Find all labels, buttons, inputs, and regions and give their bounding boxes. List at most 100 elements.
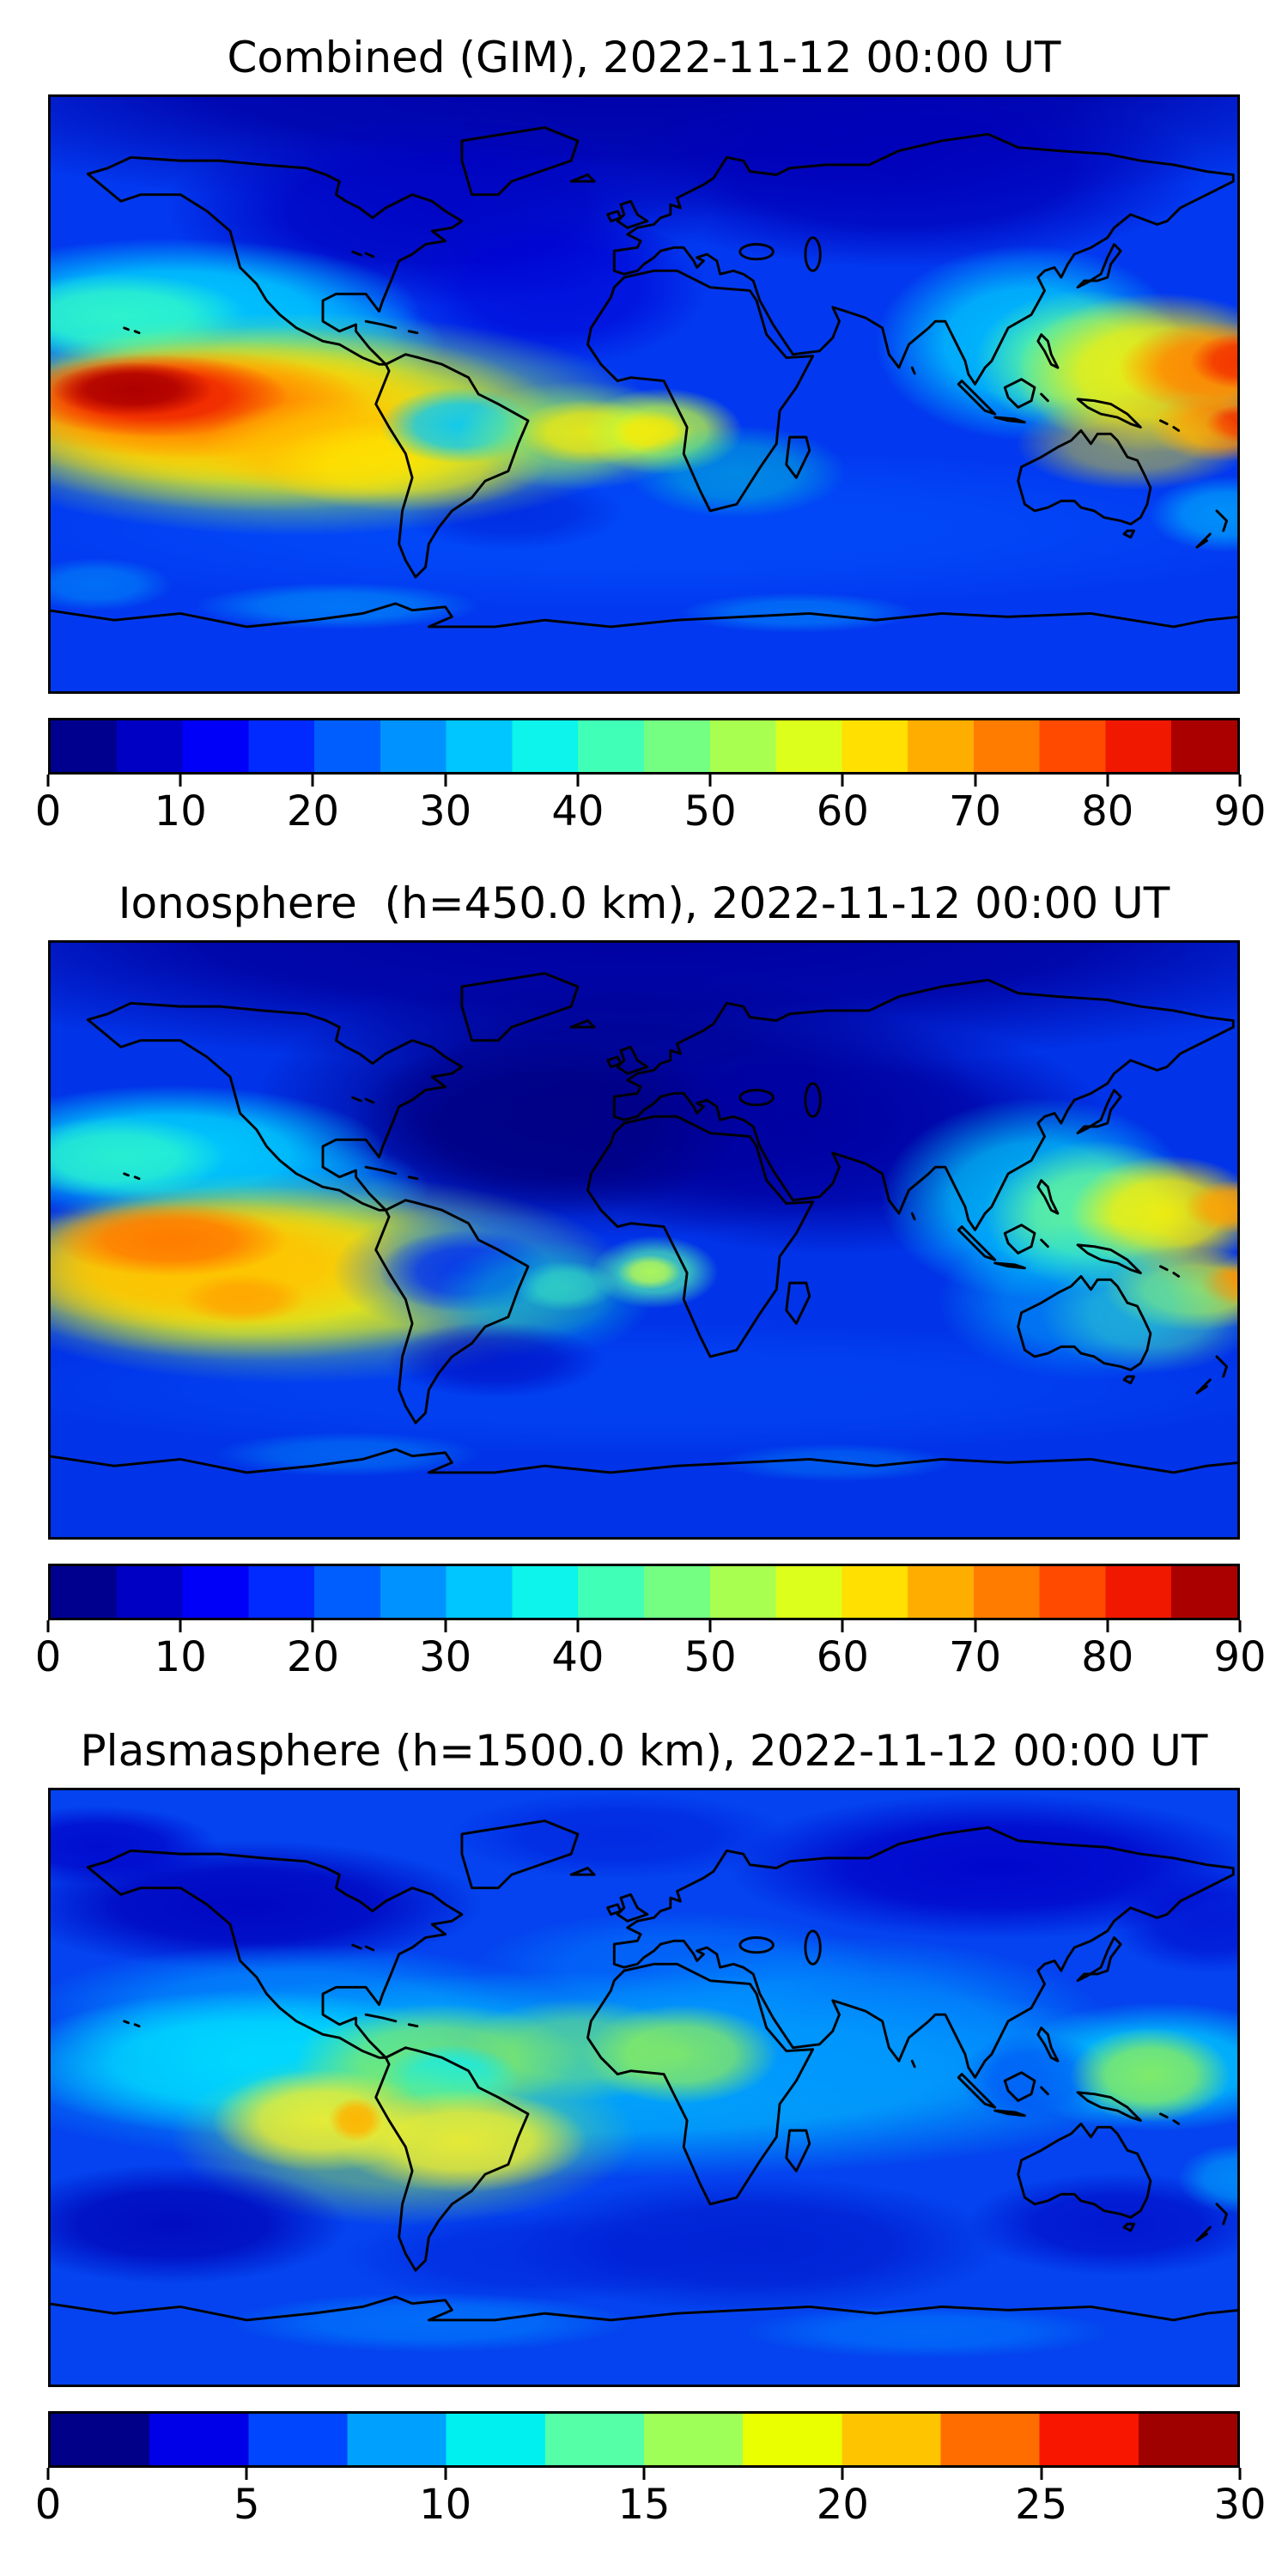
colorbar-tick-label: 20 bbox=[816, 2481, 869, 2529]
colorbar-tick bbox=[311, 1620, 314, 1632]
field-blob bbox=[336, 2089, 588, 2193]
colorbar-strip bbox=[48, 2411, 1240, 2468]
field-blob bbox=[584, 2004, 779, 2105]
colorbar-tick bbox=[444, 1620, 447, 1632]
colorbar-tick bbox=[841, 2468, 844, 2480]
colorbar-tick-label: 10 bbox=[154, 787, 207, 835]
field-blob bbox=[386, 1321, 605, 1399]
colorbar-tick bbox=[1238, 2468, 1242, 2480]
colorbar-tick-label: 15 bbox=[617, 2481, 671, 2529]
field-blob bbox=[179, 1273, 306, 1324]
field-blob bbox=[726, 1793, 1240, 1940]
map-combined-gim bbox=[48, 94, 1240, 694]
field-blob bbox=[627, 425, 847, 519]
colorbar-tick-label: 20 bbox=[286, 1633, 339, 1681]
colorbar-tick-label: 25 bbox=[1015, 2481, 1068, 2529]
field-blob bbox=[966, 2172, 1240, 2275]
colorbar-tick bbox=[179, 1620, 182, 1632]
colorbar-tick bbox=[46, 1620, 50, 1632]
field-blob bbox=[1177, 2143, 1240, 2214]
field-blob bbox=[52, 1203, 289, 1277]
field-blob bbox=[195, 582, 481, 629]
colorbar-tick bbox=[1238, 1620, 1242, 1632]
colorbar-ticks bbox=[46, 1620, 1242, 1632]
field-blob bbox=[346, 2209, 714, 2305]
colorbar-tick-label: 60 bbox=[816, 787, 869, 835]
colorbar-tick bbox=[1106, 1620, 1109, 1632]
field-blob bbox=[48, 1321, 1240, 1457]
colorbar-tick bbox=[576, 1620, 580, 1632]
map-frame bbox=[48, 1788, 1240, 2387]
field-blob bbox=[1190, 332, 1240, 390]
colorbar-tick bbox=[974, 1620, 977, 1632]
colorbar-tick bbox=[46, 2468, 50, 2480]
colorbar-tick bbox=[841, 1620, 844, 1632]
panel-title: Ionosphere (h=450.0 km), 2022-11-12 00:0… bbox=[118, 878, 1170, 928]
colorbar-tick bbox=[576, 775, 580, 787]
colorbar-labels: 0 10 20 30 40 50 60 70 80 90 bbox=[35, 787, 1267, 838]
colorbar-labels: 0 5 10 15 20 25 30 bbox=[35, 2480, 1267, 2531]
field-blob bbox=[1148, 476, 1240, 553]
colorbar-tick-label: 0 bbox=[34, 2481, 62, 2529]
colorbar-tick bbox=[46, 775, 50, 787]
colorbar-tick bbox=[708, 1620, 712, 1632]
colorbar-tick-label: 60 bbox=[816, 1633, 869, 1681]
field-blob bbox=[513, 1261, 617, 1311]
colorbar-tick-label: 30 bbox=[419, 1633, 472, 1681]
field-blob bbox=[213, 1431, 483, 1477]
colorbar-labels: 0 10 20 30 40 50 60 70 80 90 bbox=[35, 1632, 1267, 1684]
map-frame bbox=[48, 940, 1240, 1540]
colorbar-tick-label: 80 bbox=[1081, 1633, 1134, 1681]
colorbar-tick bbox=[974, 775, 977, 787]
colorbar-ticks bbox=[46, 775, 1242, 787]
colorbar-tick bbox=[1238, 775, 1242, 787]
field-blob bbox=[48, 557, 173, 611]
colorbar-tick-label: 30 bbox=[419, 787, 472, 835]
panel-title: Plasmasphere (h=1500.0 km), 2022-11-12 0… bbox=[80, 1726, 1208, 1776]
colorbar-tick-label: 5 bbox=[234, 2481, 260, 2529]
colorbar-tick-label: 10 bbox=[419, 2481, 472, 2529]
colorbar-tick bbox=[1040, 2468, 1043, 2480]
field-blob bbox=[743, 2305, 1111, 2359]
colorbar-ticks bbox=[46, 2468, 1242, 2480]
field-blob bbox=[349, 1033, 739, 1219]
panel-title: Combined (GIM), 2022-11-12 00:00 UT bbox=[227, 33, 1061, 82]
panel-combined: Combined (GIM), 2022-11-12 00:00 UT 0 10 2… bbox=[35, 31, 1267, 842]
colorbar-tick bbox=[642, 2468, 646, 2480]
colorbar-tick-label: 90 bbox=[1213, 787, 1267, 835]
colorbar-tick-label: 0 bbox=[34, 1633, 62, 1681]
map-frame bbox=[48, 94, 1240, 694]
colorbar-tick bbox=[708, 775, 712, 787]
colorbar-tick bbox=[1106, 775, 1109, 787]
map-plasmasphere bbox=[48, 1788, 1240, 2387]
field-blob bbox=[1109, 1870, 1240, 1973]
field-blob bbox=[1070, 2027, 1231, 2123]
colorbar-tick-label: 50 bbox=[683, 1633, 737, 1681]
colorbar-tick bbox=[311, 775, 314, 787]
field-blob bbox=[1184, 1180, 1240, 1234]
field-blob bbox=[1016, 397, 1240, 490]
field-blob bbox=[48, 2164, 348, 2284]
field-blob bbox=[51, 361, 214, 417]
field-blob bbox=[328, 2097, 384, 2142]
field-blob bbox=[230, 2293, 631, 2353]
colorbar-tick-label: 70 bbox=[949, 1633, 1002, 1681]
colorbar-tick-label: 70 bbox=[949, 787, 1002, 835]
colorbar-tick-label: 90 bbox=[1213, 1633, 1267, 1681]
colorbar-tick-label: 40 bbox=[551, 1633, 605, 1681]
panel-ionosphere: Ionosphere (h=450.0 km), 2022-11-12 00:0… bbox=[35, 877, 1267, 1688]
colorbar-tick bbox=[841, 775, 844, 787]
field-blob bbox=[594, 94, 1207, 269]
field-blob bbox=[618, 1255, 682, 1290]
colorbar-tick-label: 10 bbox=[154, 1633, 207, 1681]
field-blob bbox=[679, 592, 915, 633]
colorbar-tick bbox=[444, 2468, 447, 2480]
colorbar-tick-label: 80 bbox=[1081, 787, 1134, 835]
panel-plasmasphere: Plasmasphere (h=1500.0 km), 2022-11-12 0… bbox=[35, 1724, 1267, 2536]
colorbar-tick-label: 30 bbox=[1213, 2481, 1267, 2529]
colorbar-tick-label: 0 bbox=[34, 787, 62, 835]
colorbar-tick bbox=[245, 2468, 248, 2480]
colorbar-tick bbox=[444, 775, 447, 787]
field-blob bbox=[958, 2032, 1111, 2127]
colorbar-strip bbox=[48, 718, 1240, 775]
